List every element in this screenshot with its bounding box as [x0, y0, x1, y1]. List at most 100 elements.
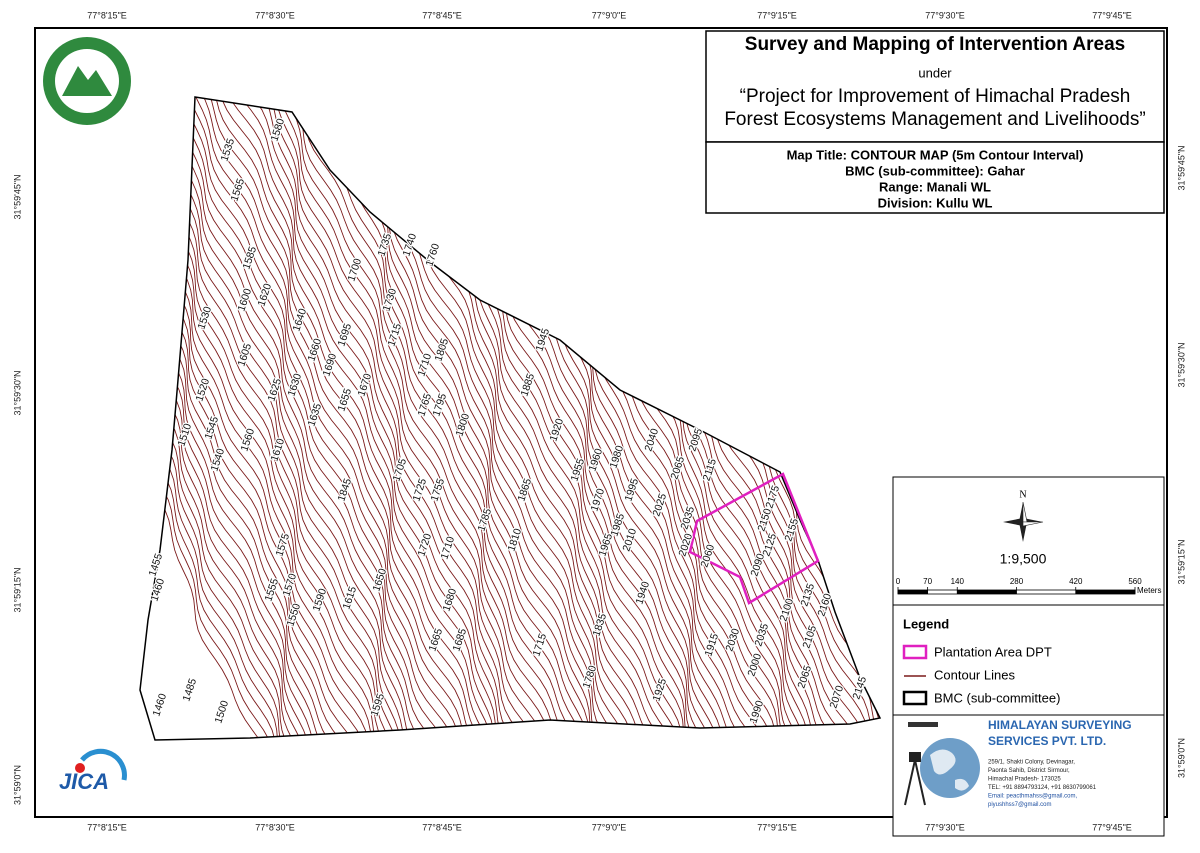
scale-segment [957, 590, 1017, 594]
contour-line [140, 97, 345, 740]
contour-label: 1845 [335, 477, 354, 503]
contour-line [216, 97, 498, 740]
contour-line [140, 97, 271, 740]
contour-label: 2070 [827, 684, 846, 710]
address-line: Email: peacthmahss@gmail.com, [988, 794, 1077, 800]
contour-label: 1625 [265, 377, 284, 403]
contour-line [140, 97, 278, 740]
contour-label: 1965 [596, 532, 615, 558]
contour-label: 1805 [432, 337, 451, 363]
north-arrow [1003, 501, 1044, 542]
contour-label: 2125 [760, 532, 779, 558]
contour-line [178, 97, 461, 740]
legend-swatch [902, 644, 928, 660]
contour-line [374, 97, 665, 740]
contour-label: 1955 [568, 457, 587, 483]
contour-line [299, 97, 587, 740]
scale-tick-label: 280 [1010, 577, 1024, 586]
contour-label: 1460 [150, 692, 169, 718]
contour-label: 1995 [622, 477, 641, 503]
contour-line [140, 97, 373, 740]
longitude-label: 77°9'45"E [1092, 10, 1132, 20]
contour-label: 2145 [850, 675, 869, 701]
longitude-label: 77°8'15"E [87, 822, 127, 832]
contour-label: 1940 [633, 580, 652, 606]
contour-label: 2065 [668, 455, 687, 481]
contour-line [140, 97, 321, 740]
bmc-boundary [139, 96, 882, 741]
contour-line [402, 97, 690, 740]
legend-title: Legend [903, 616, 949, 631]
division: Division: Kullu WL [878, 195, 993, 210]
contour-line [202, 97, 492, 740]
scale-bar: 0 70 140 280 420 560 [896, 577, 1142, 595]
contour-label: 1725 [410, 477, 429, 503]
contour-label: 2115 [701, 457, 719, 482]
longitude-label: 77°8'30"E [255, 822, 295, 832]
longitude-label: 77°9'15"E [757, 822, 797, 832]
longitude-label: 77°9'30"E [925, 10, 965, 20]
title: Survey and Mapping of Intervention Areas [745, 34, 1125, 55]
contour-label: 2065 [795, 664, 814, 690]
longitude-label: 77°8'30"E [255, 10, 295, 20]
contour-line [221, 97, 506, 740]
contour-line [140, 97, 308, 740]
contour-line [368, 97, 654, 740]
company-address: 259/1, Shakti Colony, Devinagar, Paonta S… [988, 760, 1097, 809]
contour-line [285, 97, 579, 740]
under: under [918, 65, 952, 80]
longitude-label: 77°9'30"E [925, 822, 965, 832]
address-line: piyushhss7@gmail.com [988, 802, 1051, 808]
contour-label: 1885 [518, 372, 537, 398]
longitude-label: 77°9'15"E [757, 10, 797, 20]
contour-label: 1455 [146, 552, 165, 578]
contour-line [170, 97, 455, 740]
contour-line [182, 97, 467, 740]
contour-label: 1485 [180, 677, 199, 703]
contour-line [140, 97, 356, 740]
plantation-area [688, 472, 820, 605]
contour-line [194, 97, 489, 740]
contour-label: 1590 [310, 587, 329, 613]
contour-line [460, 97, 747, 740]
contour-line [140, 97, 413, 740]
contour-label: 1865 [515, 477, 534, 503]
project: Forest Ecosystems Management and Livelih… [724, 109, 1145, 130]
contour-label: 1740 [400, 232, 419, 258]
longitude-label: 77°9'0"E [592, 822, 627, 832]
contour-line [140, 97, 364, 740]
latitude-label: 31°59'15"N [12, 567, 22, 612]
title-box [705, 30, 1165, 143]
address-line: TEL: +91 8894793124, +91 8630799061 [988, 785, 1097, 791]
address-line: 259/1, Shakti Colony, Devinagar, [988, 760, 1075, 766]
contour-line [140, 97, 314, 740]
contour-label: 2040 [642, 427, 661, 453]
contour-label: 2010 [620, 527, 639, 553]
contour-label: 1695 [335, 322, 354, 348]
latitude-label: 31°59'30"N [1176, 342, 1186, 387]
contour-line [228, 97, 517, 740]
contour-label: 1580 [268, 117, 287, 143]
contour-label: 1680 [440, 587, 459, 613]
legend-item: BMC (sub-committee) [934, 690, 1060, 705]
latitude-label: 31°59'45"N [12, 174, 22, 219]
latitude-label: 31°59'15"N [1176, 539, 1186, 584]
address-line: Himachal Pradesh- 173025 [988, 777, 1061, 783]
scale-segment [898, 590, 928, 594]
contour-label: 2150 [755, 507, 774, 533]
scale-box [892, 476, 1165, 606]
contour-line [140, 97, 368, 740]
contour-line [188, 97, 483, 740]
contour-label: 2105 [800, 624, 819, 650]
company-name: SERVICES PVT. LTD. [988, 734, 1106, 748]
contour-label: 1715 [385, 322, 404, 348]
contour-label: 2000 [745, 652, 764, 678]
graticule-labels: 77°8'15"E 77°8'15"E 77°8'30"E 77°8'30"E 77°8… [12, 10, 1186, 832]
contour-label: 1540 [208, 447, 227, 473]
bmc: BMC (sub-committee): Gahar [845, 163, 1025, 178]
contour-label: 1550 [284, 602, 303, 628]
contour-line [395, 97, 682, 740]
contour-label: 1655 [335, 387, 354, 413]
scale-unit: Meters [1137, 586, 1161, 595]
scale-tick-label: 0 [896, 577, 901, 586]
